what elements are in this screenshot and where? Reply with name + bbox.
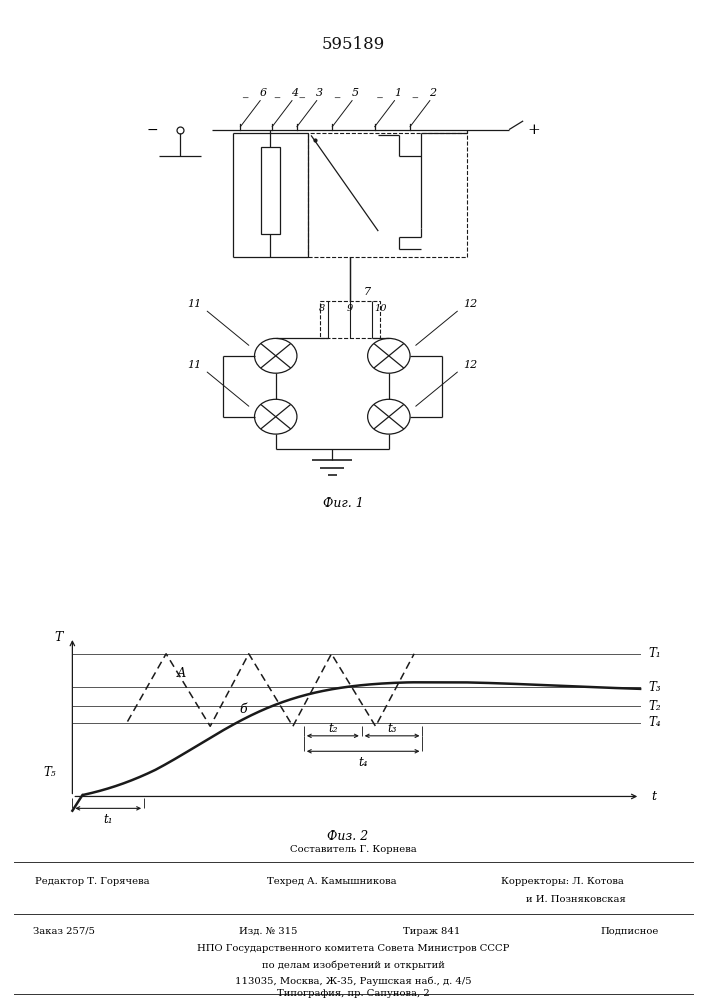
Text: и И. Позняковская: и И. Позняковская <box>526 895 626 904</box>
Text: +: + <box>527 123 540 137</box>
Text: 7: 7 <box>364 287 371 297</box>
Text: б: б <box>240 703 247 716</box>
Text: t₁: t₁ <box>103 813 113 826</box>
Text: 11: 11 <box>187 360 201 369</box>
Text: 6: 6 <box>259 88 267 98</box>
Bar <box>260 147 280 234</box>
Text: 9: 9 <box>347 304 353 313</box>
Text: Подписное: Подписное <box>600 927 658 936</box>
Text: Физ. 2: Физ. 2 <box>327 830 368 843</box>
Text: t: t <box>651 790 656 803</box>
Text: по делам изобретений и открытий: по делам изобретений и открытий <box>262 960 445 970</box>
Text: А: А <box>177 667 187 680</box>
Text: 10: 10 <box>374 304 387 313</box>
Text: T: T <box>54 631 63 644</box>
Text: t₄: t₄ <box>358 756 368 769</box>
Text: НПО Государственного комитета Совета Министров СССР: НПО Государственного комитета Совета Мин… <box>197 944 510 953</box>
Text: Типография, пр. Сапунова, 2: Типография, пр. Сапунова, 2 <box>277 989 430 998</box>
Text: Заказ 257/5: Заказ 257/5 <box>33 927 95 936</box>
Text: 1: 1 <box>394 88 401 98</box>
Text: 5: 5 <box>351 88 358 98</box>
Text: Редактор Т. Горячева: Редактор Т. Горячева <box>35 877 149 886</box>
Text: −: − <box>146 123 158 137</box>
Text: 12: 12 <box>463 360 477 369</box>
Text: T₂: T₂ <box>648 700 661 713</box>
Text: 8: 8 <box>320 304 325 313</box>
Text: 595189: 595189 <box>322 36 385 53</box>
Text: Составитель Г. Корнева: Составитель Г. Корнева <box>290 845 417 854</box>
Text: 3: 3 <box>316 88 323 98</box>
Text: T₄: T₄ <box>648 716 661 729</box>
Text: Фиг. 1: Фиг. 1 <box>322 497 363 510</box>
Bar <box>308 132 467 257</box>
Text: Тираж 841: Тираж 841 <box>402 927 460 936</box>
Text: 113035, Москва, Ж-35, Раушская наб., д. 4/5: 113035, Москва, Ж-35, Раушская наб., д. … <box>235 976 472 986</box>
Text: 4: 4 <box>291 88 298 98</box>
Text: t₂: t₂ <box>328 722 337 735</box>
Text: t₃: t₃ <box>387 722 397 735</box>
Text: 12: 12 <box>463 299 477 309</box>
Text: T₃: T₃ <box>648 681 661 694</box>
Text: Изд. № 315: Изд. № 315 <box>240 927 298 936</box>
Text: Техред А. Камышникова: Техред А. Камышникова <box>267 877 397 886</box>
Text: T₁: T₁ <box>648 647 661 660</box>
Text: 2: 2 <box>429 88 436 98</box>
Bar <box>320 301 380 338</box>
Text: Корректоры: Л. Котова: Корректоры: Л. Котова <box>501 877 624 886</box>
Text: 11: 11 <box>187 299 201 309</box>
Text: T₅: T₅ <box>43 766 56 779</box>
